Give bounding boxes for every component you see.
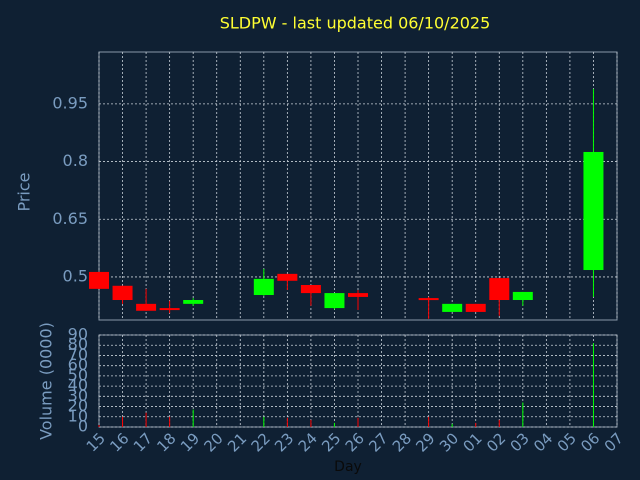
- volume-tick-label: 50: [68, 365, 88, 384]
- y-tick-label: 0.95: [52, 93, 88, 112]
- y-tick-label: 0.65: [52, 209, 88, 228]
- y-tick-label: 0.8: [63, 151, 88, 170]
- volume-tick-label: 90: [68, 325, 88, 344]
- volume-tick-label: 40: [68, 376, 88, 395]
- candle-body: [324, 293, 345, 309]
- volume-tick-label: 60: [68, 355, 88, 374]
- candle-body: [465, 303, 486, 312]
- candle-body: [300, 285, 321, 294]
- y-tick-label: 0.5: [63, 266, 88, 285]
- volume-axis-label: Volume (0000): [37, 322, 56, 440]
- x-axis-label: Day: [334, 459, 362, 475]
- volume-tick-label: 70: [68, 345, 88, 364]
- volume-tick-label: 30: [68, 386, 88, 405]
- y-axis-label: Price: [15, 172, 34, 211]
- volume-tick-label: 80: [68, 335, 88, 354]
- chart-title: SLDPW - last updated 06/10/2025: [220, 14, 491, 33]
- candle-body: [442, 303, 463, 312]
- volume-tick-label: 20: [68, 396, 88, 415]
- candle-body: [136, 303, 157, 311]
- volume-tick-label: 0: [78, 417, 88, 436]
- candle-body: [277, 273, 298, 281]
- candle-body: [89, 271, 109, 289]
- candle-body: [489, 278, 510, 301]
- candle-body: [253, 278, 274, 296]
- candle-body: [159, 308, 180, 311]
- candle-body: [112, 285, 133, 301]
- candle-body: [512, 291, 533, 301]
- candle-body: [348, 293, 368, 297]
- candle-body: [583, 151, 604, 271]
- candle-body: [418, 298, 439, 301]
- volume-tick-label: 10: [68, 406, 88, 425]
- candle-body: [183, 300, 204, 304]
